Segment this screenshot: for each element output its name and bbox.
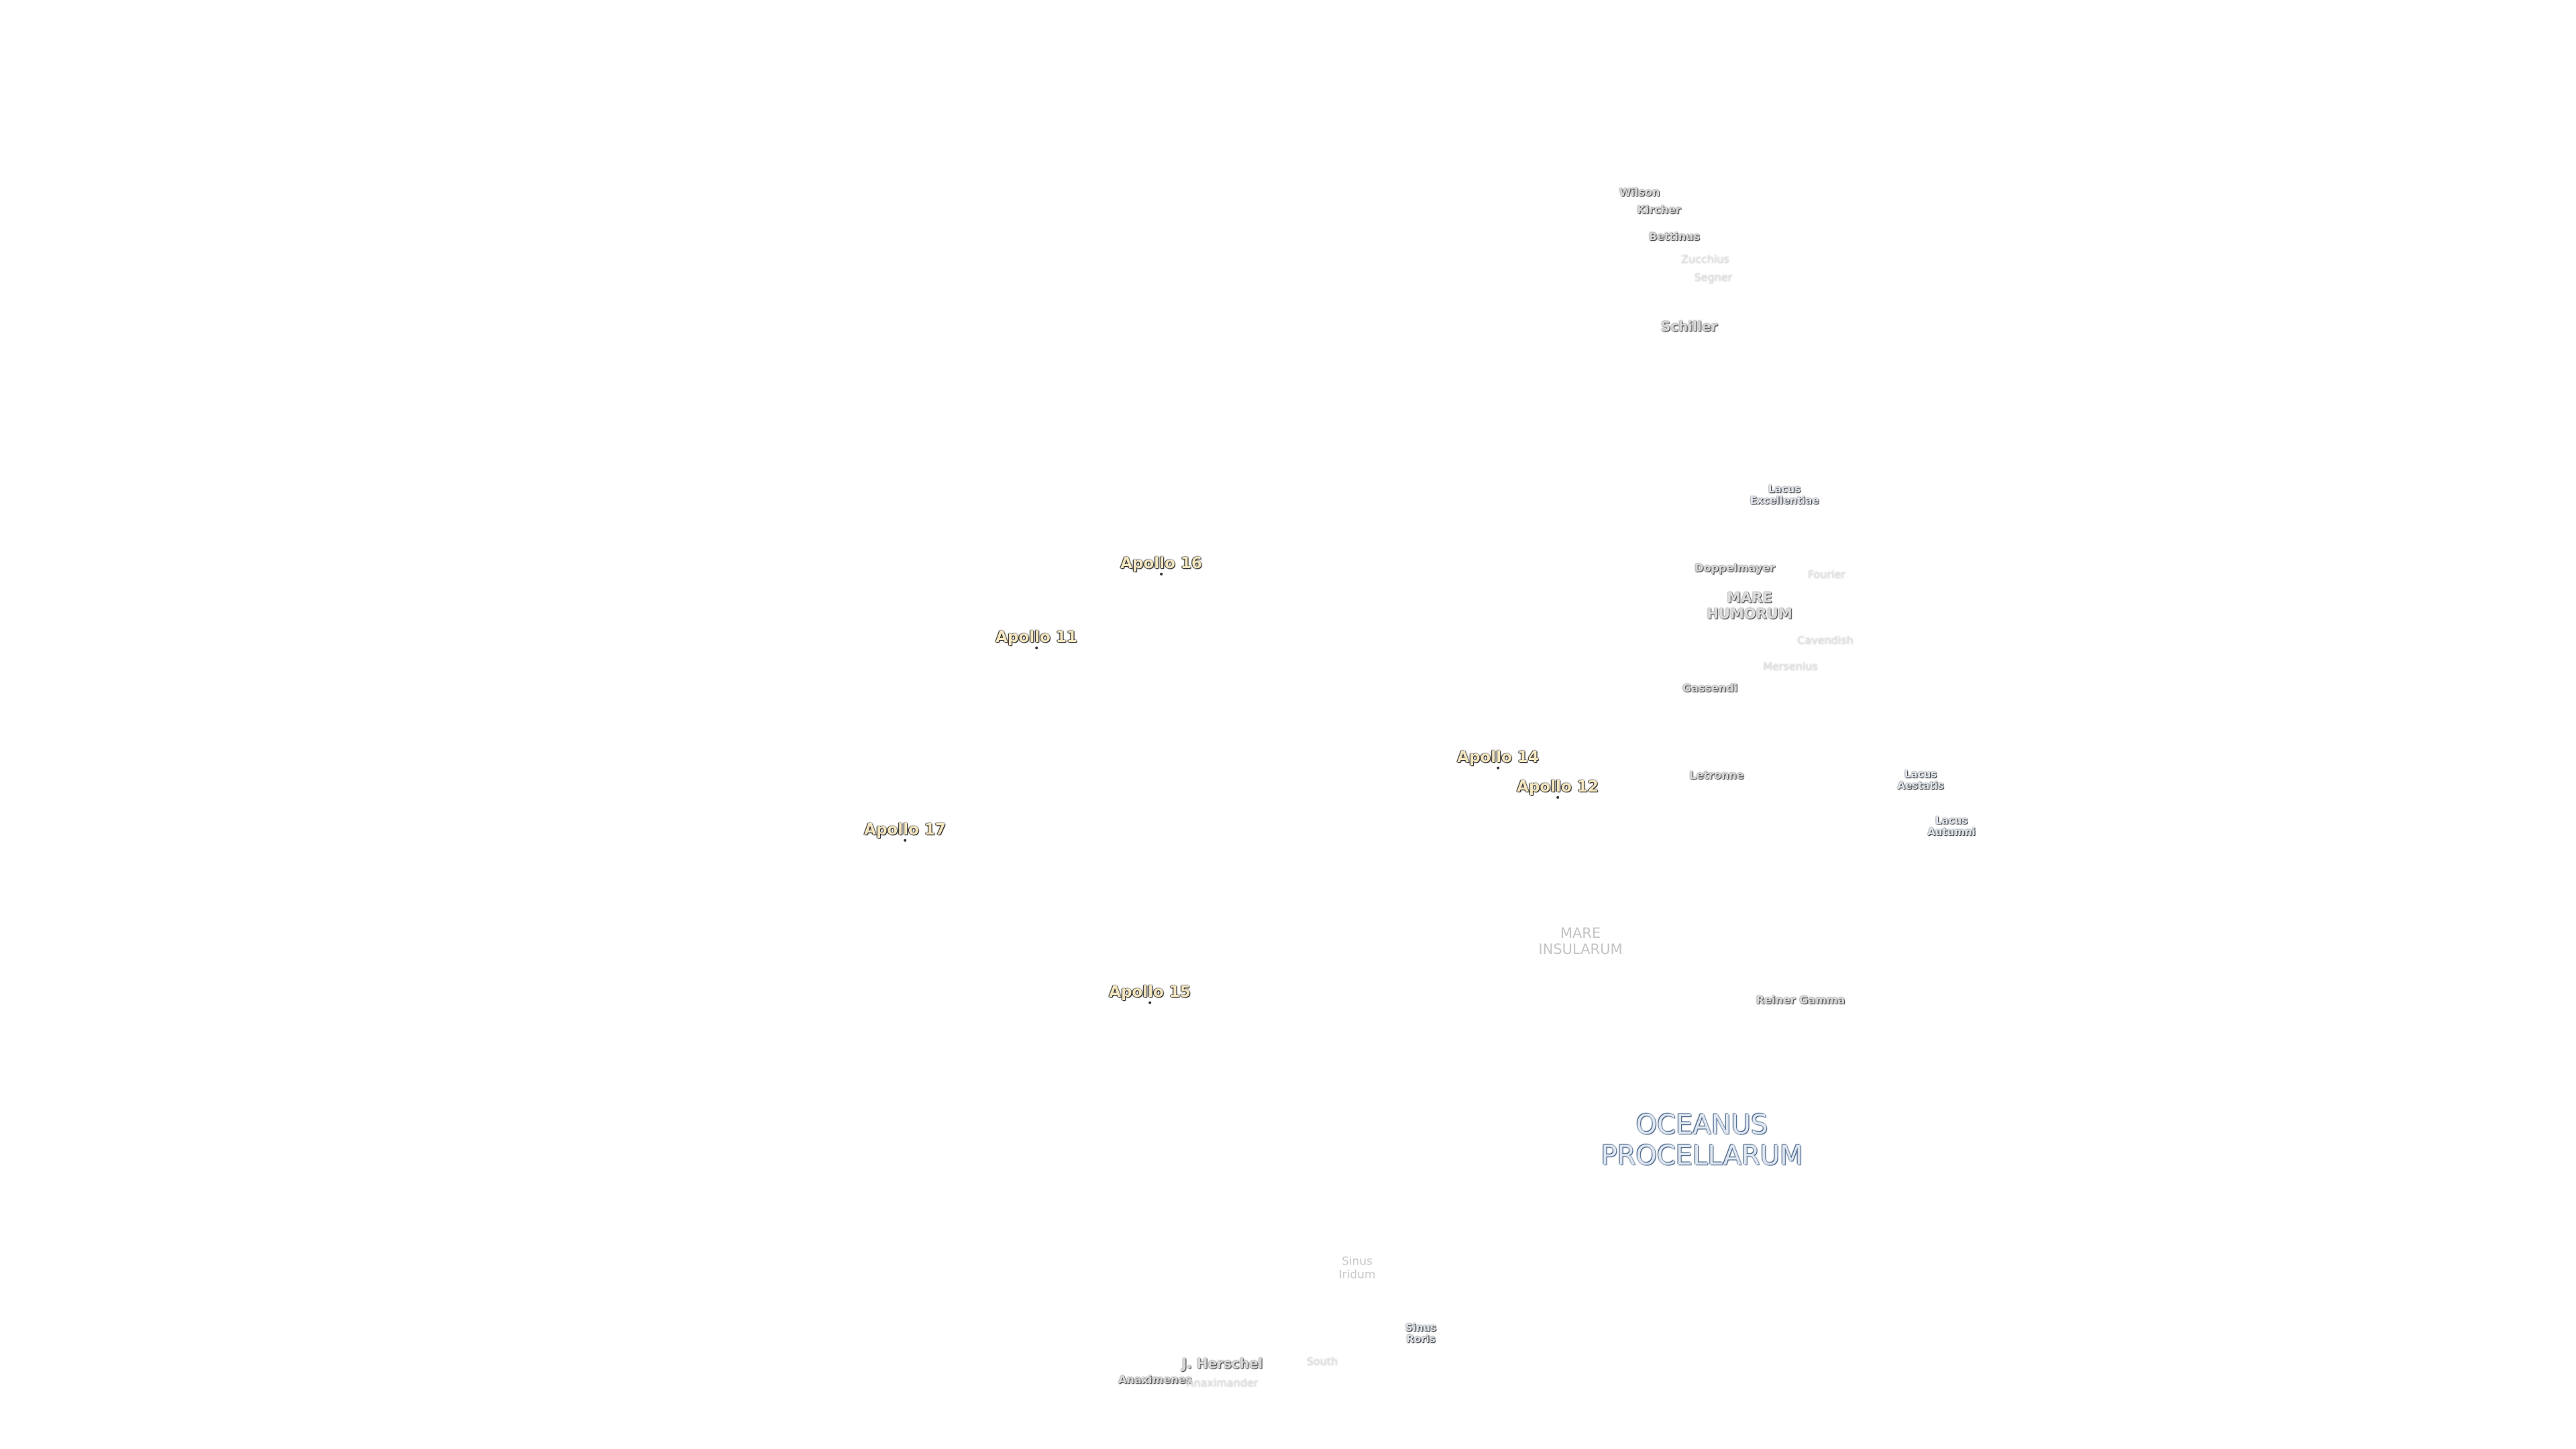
site-marker bbox=[904, 839, 906, 843]
crater-label: Reiner Gamma bbox=[1756, 993, 1845, 1006]
landing-site-label: Apollo 14 bbox=[1457, 749, 1539, 770]
landing-site-label: Apollo 11 bbox=[996, 629, 1077, 650]
crater-label: Letronne bbox=[1689, 768, 1744, 782]
crater-label: Wilson bbox=[1619, 185, 1660, 199]
crater-label: Gassendi bbox=[1682, 681, 1738, 694]
site-marker bbox=[1160, 573, 1163, 576]
site-marker bbox=[1035, 647, 1038, 650]
crater-label: Mersenius bbox=[1763, 659, 1818, 673]
landing-site-label: Apollo 12 bbox=[1517, 778, 1599, 800]
label-line: HUMORUM bbox=[1707, 606, 1792, 622]
mare-label: MARE HUMORUM bbox=[1707, 590, 1792, 622]
label-line: Lacus bbox=[1768, 482, 1801, 495]
label-line: Lacus bbox=[1935, 814, 1968, 826]
label-line: MARE bbox=[1560, 924, 1601, 941]
lake-label: Sinus Iridum bbox=[1339, 1255, 1376, 1281]
site-marker bbox=[1497, 767, 1499, 770]
lake-label: Lacus Aestatis bbox=[1897, 767, 1944, 792]
label-line: Lacus bbox=[1904, 767, 1937, 780]
crater-label: Fourier bbox=[1807, 568, 1846, 581]
label-line: Autumni bbox=[1927, 826, 1976, 838]
landing-site-label: Apollo 16 bbox=[1120, 555, 1202, 576]
crater-label: Segner bbox=[1694, 270, 1733, 284]
crater-label: Anaximander bbox=[1186, 1376, 1258, 1389]
crater-label: J. Herschel bbox=[1181, 1355, 1263, 1372]
label-line: Excellentiae bbox=[1750, 494, 1819, 506]
label-line: Sinus bbox=[1342, 1254, 1373, 1269]
lake-label: Lacus Excellentiae bbox=[1750, 482, 1819, 507]
crater-label: South bbox=[1306, 1354, 1338, 1368]
crater-label: Zucchius bbox=[1681, 252, 1729, 266]
label-line: OCEANUS bbox=[1635, 1110, 1768, 1140]
crater-label: Cavendish bbox=[1797, 633, 1854, 647]
crater-label: Doppelmayer bbox=[1695, 561, 1775, 574]
label-line: Aestatis bbox=[1897, 780, 1944, 792]
crater-label: Bettinus bbox=[1648, 229, 1701, 243]
label-line: Iridum bbox=[1338, 1268, 1376, 1281]
mare-label: MARE INSULARUM bbox=[1538, 925, 1622, 957]
label-line: PROCELLARUM bbox=[1601, 1140, 1803, 1171]
landing-site-label: Apollo 15 bbox=[1109, 983, 1191, 1005]
label-line: MARE bbox=[1727, 589, 1772, 606]
mare-label: OCEANUS PROCELLARUM bbox=[1601, 1110, 1803, 1171]
crater-label: Schiller bbox=[1660, 318, 1718, 335]
label-line: Sinus bbox=[1405, 1321, 1437, 1334]
lake-label: Sinus Roris bbox=[1405, 1322, 1436, 1346]
crater-label: Kircher bbox=[1637, 203, 1681, 216]
lake-label: Lacus Autumni bbox=[1927, 814, 1976, 839]
landing-site-label: Apollo 17 bbox=[864, 821, 946, 843]
site-marker bbox=[1556, 796, 1559, 800]
crater-label: Anaximenes bbox=[1118, 1373, 1192, 1386]
label-line: Roris bbox=[1406, 1333, 1436, 1345]
site-marker bbox=[1148, 1002, 1151, 1005]
label-line: INSULARUM bbox=[1538, 941, 1623, 957]
